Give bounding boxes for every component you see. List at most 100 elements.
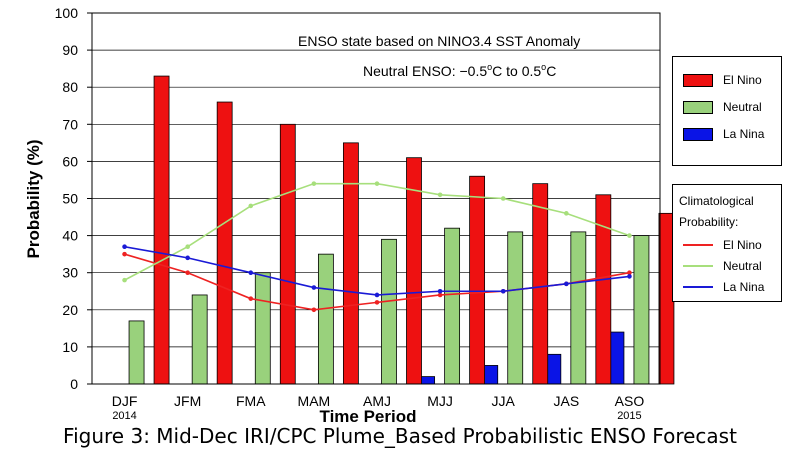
- bar-neutral-fma: [254, 272, 271, 385]
- figure-caption: Figure 3: Mid-Dec IRI/CPC Plume_Based Pr…: [63, 424, 737, 448]
- y-tick-label: 30: [62, 265, 78, 281]
- clim-legend-line-el-nino: [683, 244, 713, 246]
- climatology-point-la-nina-mjj: [437, 288, 443, 294]
- climatology-point-neutral-jfm: [185, 244, 190, 250]
- legend-label-la-nina: La Nina: [723, 127, 765, 141]
- bar-el-nino-mjj: [469, 175, 486, 385]
- climatology-line-la-nina: [124, 245, 630, 296]
- clim-legend-line-neutral: [683, 265, 713, 267]
- annotation-neutral-range: Neutral ENSO: −0.5oC to 0.5oC: [363, 62, 556, 79]
- legend-swatch-la-nina: [683, 127, 713, 141]
- annotation-part-3: C: [546, 63, 556, 79]
- y-tick-label: 20: [62, 302, 78, 318]
- bar-el-nino-jfm: [216, 101, 233, 385]
- legend-item-neutral: Neutral: [683, 99, 762, 115]
- bar-el-nino-mam: [342, 142, 359, 385]
- climatology-point-la-nina-djf: [122, 244, 127, 250]
- clim-legend-line-la-nina: [683, 286, 713, 288]
- y-tick-label: 40: [62, 228, 78, 244]
- climatology-point-el-nino-djf: [122, 251, 127, 257]
- climatology-point-la-nina-jja: [500, 288, 506, 294]
- x-tick-labels: DJF JFM FMA MAM AMJ MJJ JJA JAS ASO 2014 2015: [112, 393, 645, 422]
- x-tick-label-mam: MAM: [298, 393, 331, 409]
- climatology-point-neutral-aso: [627, 233, 632, 238]
- annotation-part-1: Neutral ENSO: −0.5: [363, 63, 487, 79]
- bar-el-nino-jja: [532, 183, 549, 385]
- climatology-legend-title-line1: Climatological: [679, 194, 754, 208]
- forecast-legend: El Nino Neutral La Nina: [672, 56, 782, 166]
- legend-swatch-neutral: [683, 100, 713, 114]
- clim-legend-label-el-nino: El Nino: [723, 238, 762, 252]
- climatology-point-el-nino-amj: [374, 300, 380, 305]
- bar-el-nino-fma: [279, 123, 296, 385]
- climatology-point-la-nina-aso: [627, 274, 632, 279]
- x-tick-label-jja: JJA: [492, 393, 516, 409]
- y-tick-label: 0: [70, 376, 78, 392]
- bar-neutral-mjj: [444, 227, 461, 385]
- bar-neutral-jja: [507, 231, 524, 385]
- bar-el-nino-djf: [153, 75, 170, 385]
- bar-neutral-jfm: [191, 294, 208, 385]
- climatology-point-la-nina-amj: [374, 292, 380, 298]
- climatology-point-la-nina-fma: [248, 270, 254, 276]
- bar-neutral-aso: [633, 235, 650, 385]
- x-tick-label-jfm: JFM: [174, 393, 201, 409]
- bar-neutral-amj: [381, 238, 397, 385]
- clim-legend-item-la-nina: La Nina: [683, 279, 764, 295]
- annotation-part-2: C to 0.5: [492, 63, 541, 79]
- x-tick-label-mjj: MJJ: [427, 393, 453, 409]
- climatology-point-neutral-jas: [564, 211, 569, 216]
- climatology-point-neutral-amj: [374, 181, 380, 186]
- x-tick-label-djf: DJF: [112, 393, 138, 409]
- bar-neutral-mam: [317, 253, 334, 385]
- degree-sign-1: o: [487, 62, 492, 72]
- legend-label-el-nino: El Nino: [723, 73, 762, 87]
- y-tick-label: 70: [62, 116, 78, 132]
- climatology-point-la-nina-jfm: [185, 255, 190, 261]
- clim-legend-item-neutral: Neutral: [683, 258, 762, 274]
- bar-neutral-jas: [570, 231, 587, 385]
- bars: [128, 75, 675, 385]
- climatology-point-neutral-mam: [311, 181, 317, 186]
- climatology-point-neutral-jja: [500, 196, 506, 201]
- annotation-enso-state: ENSO state based on NINO3.4 SST Anomaly: [298, 33, 580, 49]
- clim-legend-label-la-nina: La Nina: [723, 280, 765, 294]
- climatology-legend: Climatological Probability: El Nino Neut…: [672, 184, 782, 302]
- climatology-point-la-nina-mam: [311, 285, 317, 290]
- y-tick-label: 90: [62, 42, 78, 58]
- legend-label-neutral: Neutral: [723, 100, 762, 114]
- y-axis-label: Probability (%): [24, 139, 43, 258]
- y-tick-label: 80: [62, 79, 78, 95]
- climatology-point-el-nino-aso: [627, 270, 632, 276]
- climatology-point-el-nino-mjj: [437, 292, 443, 298]
- degree-sign-2: o: [541, 62, 546, 72]
- legend-swatch-el-nino: [683, 73, 713, 87]
- climatology-point-el-nino-fma: [248, 296, 254, 301]
- y-tick-label: 50: [62, 191, 78, 207]
- climatology-point-el-nino-mam: [311, 307, 317, 313]
- chart: 0 10 20 30 40 50 60 70 80 90 100 DJF JFM FMA MAM AMJ MJ…: [24, 5, 675, 425]
- legend-item-la-nina: La Nina: [683, 126, 764, 142]
- x-tick-label-amj: AMJ: [363, 393, 391, 409]
- x-axis-label: Time Period: [320, 407, 417, 425]
- climatology-point-neutral-djf: [122, 277, 127, 283]
- x-tick-label-aso: ASO: [615, 393, 645, 409]
- climatology-point-neutral-mjj: [437, 192, 443, 198]
- year-label: 2014: [112, 410, 136, 422]
- climatology-line-neutral: [124, 182, 630, 281]
- clim-legend-item-el-nino: El Nino: [683, 237, 762, 253]
- y-tick-label: 10: [62, 339, 78, 355]
- climatology-lines: [122, 181, 632, 313]
- climatology-point-el-nino-jfm: [185, 270, 190, 276]
- legend-item-el-nino: El Nino: [683, 72, 762, 88]
- x-tick-label-jas: JAS: [553, 393, 579, 409]
- clim-legend-label-neutral: Neutral: [723, 259, 762, 273]
- climatology-point-la-nina-jas: [564, 281, 569, 287]
- x-tick-label-fma: FMA: [236, 393, 266, 409]
- bar-el-nino-jas: [595, 194, 612, 385]
- y-tick-labels: 0 10 20 30 40 50 60 70 80 90 100: [55, 5, 92, 392]
- climatology-point-neutral-fma: [248, 203, 254, 209]
- y-tick-label: 60: [62, 153, 78, 169]
- year-label: 2015: [617, 410, 641, 422]
- bar-neutral-djf: [128, 320, 145, 385]
